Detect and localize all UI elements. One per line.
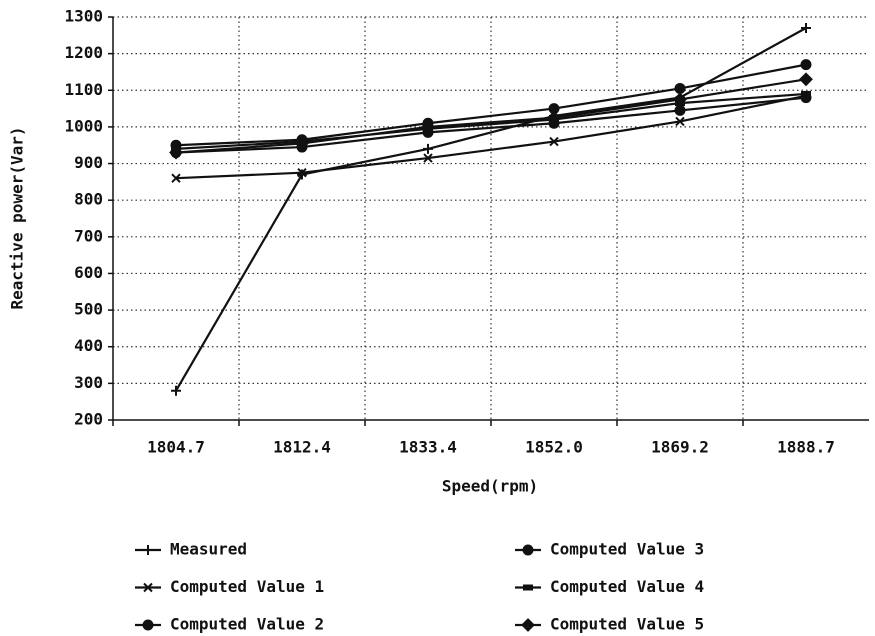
marker <box>673 92 687 107</box>
marker <box>799 72 813 87</box>
y-axis-label: Reactive power(Var) <box>8 126 27 309</box>
legend-label: Computed Value 2 <box>170 615 324 634</box>
marker <box>295 136 309 151</box>
marker <box>522 544 534 556</box>
x-tick-label: 1812.4 <box>273 438 331 457</box>
marker <box>171 385 181 396</box>
marker <box>423 143 433 154</box>
y-tick-label: 1200 <box>64 43 103 62</box>
marker <box>547 110 561 125</box>
marker <box>521 618 535 632</box>
series-line <box>175 63 807 147</box>
marker <box>801 90 811 97</box>
marker <box>549 136 559 147</box>
marker <box>143 582 153 593</box>
legend-label: Computed Value 4 <box>550 577 704 596</box>
marker <box>171 173 181 183</box>
marker <box>801 22 811 33</box>
y-tick-label: 300 <box>74 373 103 392</box>
legend-label: Computed Value 5 <box>550 615 704 634</box>
y-tick-label: 900 <box>74 153 103 172</box>
marker <box>297 167 307 178</box>
series-line <box>175 78 807 154</box>
marker <box>674 104 686 116</box>
marker <box>169 145 183 160</box>
series-line <box>175 96 807 154</box>
marker <box>674 82 686 94</box>
y-tick-label: 200 <box>74 410 103 429</box>
marker <box>143 545 153 555</box>
legend-label: Computed Value 1 <box>170 577 324 596</box>
x-axis-label: Speed(rpm) <box>442 477 538 496</box>
marker <box>800 59 812 71</box>
y-tick-label: 500 <box>74 300 103 319</box>
series-line <box>175 94 807 180</box>
marker <box>297 169 307 180</box>
legend-label: Measured <box>170 540 247 559</box>
marker <box>423 153 433 163</box>
x-tick-label: 1888.7 <box>777 438 835 457</box>
marker <box>421 119 435 134</box>
x-tick-label: 1852.0 <box>525 438 583 457</box>
series-line <box>175 27 807 392</box>
y-tick-label: 1300 <box>64 7 103 26</box>
legend-label: Computed Value 3 <box>550 540 704 559</box>
marker <box>142 619 154 631</box>
marker <box>523 584 533 591</box>
marker <box>675 116 685 127</box>
y-tick-label: 1000 <box>64 116 103 135</box>
x-tick-label: 1869.2 <box>651 438 709 457</box>
x-tick-label: 1833.4 <box>399 438 457 457</box>
y-tick-label: 700 <box>74 226 103 245</box>
series-line <box>175 92 807 150</box>
x-tick-label: 1804.7 <box>147 438 205 457</box>
y-tick-label: 1100 <box>64 80 103 99</box>
y-tick-label: 800 <box>74 190 103 209</box>
y-tick-label: 600 <box>74 263 103 282</box>
y-tick-label: 400 <box>74 336 103 355</box>
